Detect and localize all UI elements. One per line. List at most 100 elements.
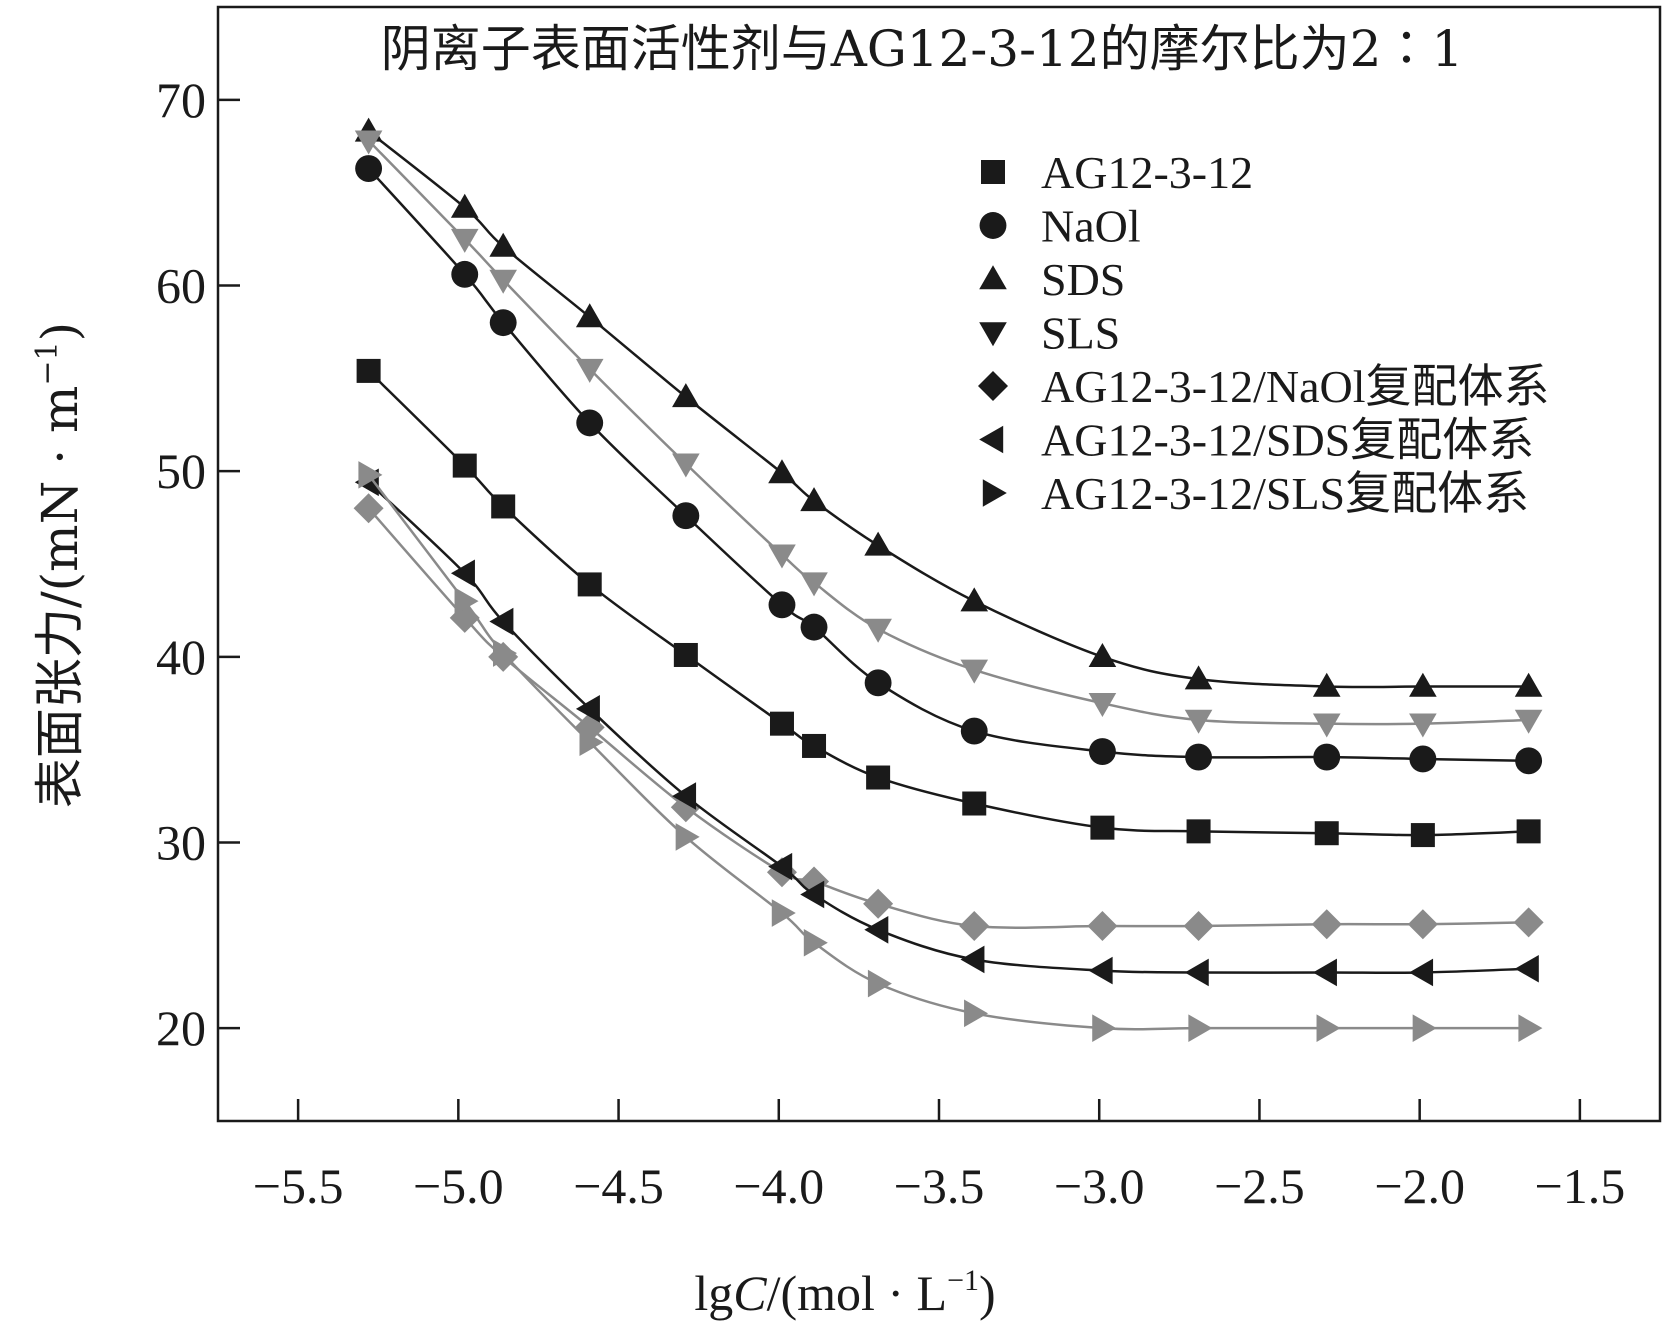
data-point: [864, 669, 892, 697]
y-axis-label-close: ): [31, 322, 89, 342]
data-point: [575, 695, 600, 723]
y-tick-label: 50: [156, 443, 206, 499]
data-point: [450, 559, 475, 588]
data-point: [864, 618, 892, 643]
data-point: [1513, 907, 1544, 938]
data-point: [1312, 672, 1341, 697]
data-point: [1409, 672, 1437, 697]
data-point: [672, 453, 700, 478]
data-point: [576, 409, 604, 437]
data-point: [672, 782, 697, 810]
data-point: [960, 717, 988, 745]
series-line: [367, 130, 1529, 689]
data-point: [672, 383, 700, 408]
data-point: [1409, 713, 1437, 738]
x-axis-ticks: −5.5 −5.0 −4.5 −4.0 −3.5 −3.0 −2.5 −2.0 −1.5: [253, 1099, 1625, 1214]
data-point: [450, 228, 479, 253]
legend-label: AG12-3-12: [1041, 147, 1253, 198]
series-7: [358, 461, 1543, 1042]
legend-label: AG12-3-12/NaOl复配体系: [1041, 361, 1550, 412]
y-tick-label: 40: [156, 629, 206, 685]
data-point: [769, 711, 794, 736]
data-point: [492, 639, 517, 667]
data-point: [575, 358, 604, 383]
data-point: [864, 915, 889, 944]
plot-frame: [216, 5, 1662, 1123]
y-tick-label: 20: [156, 1000, 206, 1056]
data-point: [1184, 958, 1209, 987]
data-point: [1087, 911, 1118, 942]
data-point: [768, 591, 796, 619]
series-line: [367, 167, 1529, 763]
data-point: [960, 945, 985, 974]
data-point: [1090, 815, 1115, 840]
data-point: [800, 613, 828, 641]
data-point: [964, 999, 989, 1028]
data-point: [1412, 1014, 1437, 1042]
data-point: [1312, 713, 1341, 738]
y-axis-ticks: 20 30 40 50 60 70: [156, 72, 240, 1056]
data-point: [771, 899, 796, 927]
data-point: [867, 969, 892, 998]
legend-marker: [982, 479, 1007, 507]
y-tick-label: 70: [156, 72, 206, 128]
legend-label: AG12-3-12/SLS复配体系: [1041, 468, 1529, 519]
legend: AG12-3-12NaOlSDSSLSAG12-3-12/NaOl复配体系AG1…: [978, 147, 1550, 519]
x-tick-label: −2.5: [1214, 1158, 1305, 1214]
x-axis-label-sup: −1: [947, 1264, 979, 1297]
x-tick-label: −4.5: [573, 1158, 664, 1214]
legend-label: SLS: [1041, 308, 1120, 359]
series-5: [353, 493, 1544, 942]
data-point: [1314, 821, 1339, 846]
data-point: [800, 880, 825, 909]
series-6: [354, 468, 1539, 987]
x-tick-label: −5.5: [253, 1158, 344, 1214]
data-point: [673, 642, 698, 667]
data-point: [1515, 747, 1543, 775]
x-tick-label: −3.5: [894, 1158, 985, 1214]
data-point: [960, 659, 989, 684]
chart-title: 阴离子表面活性剂与AG12-3-12的摩尔比为2∶1: [381, 20, 1464, 78]
legend-marker: [979, 212, 1007, 239]
data-point: [1088, 643, 1117, 668]
data-point: [1188, 1014, 1213, 1042]
data-point: [1514, 672, 1543, 697]
data-point: [579, 728, 604, 757]
x-tick-label: −1.5: [1535, 1158, 1626, 1214]
data-point: [1088, 956, 1113, 985]
legend-label: AG12-3-12/SDS复配体系: [1041, 415, 1534, 466]
series-1: [356, 358, 1541, 848]
series-line: [367, 507, 1529, 929]
data-point: [959, 911, 990, 942]
legend-marker: [979, 265, 1007, 290]
y-axis-label-main: 表面张力/(mN · m: [31, 386, 89, 809]
series-2: [355, 155, 1543, 775]
x-tick-label: −5.0: [413, 1158, 504, 1214]
data-point: [866, 765, 891, 790]
data-point: [575, 303, 604, 328]
y-tick-label: 30: [156, 815, 206, 871]
data-point: [675, 823, 700, 851]
x-tick-label: −4.0: [733, 1158, 824, 1214]
data-point: [452, 453, 477, 478]
data-point: [450, 193, 479, 218]
data-point: [800, 487, 828, 512]
x-axis-label-close: ): [979, 1265, 996, 1321]
data-point: [356, 358, 381, 383]
data-point: [491, 494, 516, 519]
x-axis-label-prefix: lg: [694, 1265, 733, 1321]
data-point: [800, 572, 828, 597]
data-point: [1183, 911, 1214, 942]
data-point: [1514, 709, 1543, 734]
data-point: [962, 791, 987, 816]
data-point: [489, 309, 517, 337]
data-point: [960, 587, 989, 612]
legend-label: NaOl: [1041, 201, 1141, 252]
data-point: [358, 461, 383, 489]
legend-marker: [979, 425, 1004, 454]
series-layer: [353, 117, 1544, 1042]
data-point: [451, 260, 479, 288]
data-point: [1316, 1014, 1341, 1042]
data-point: [803, 928, 828, 957]
data-point: [354, 130, 383, 155]
